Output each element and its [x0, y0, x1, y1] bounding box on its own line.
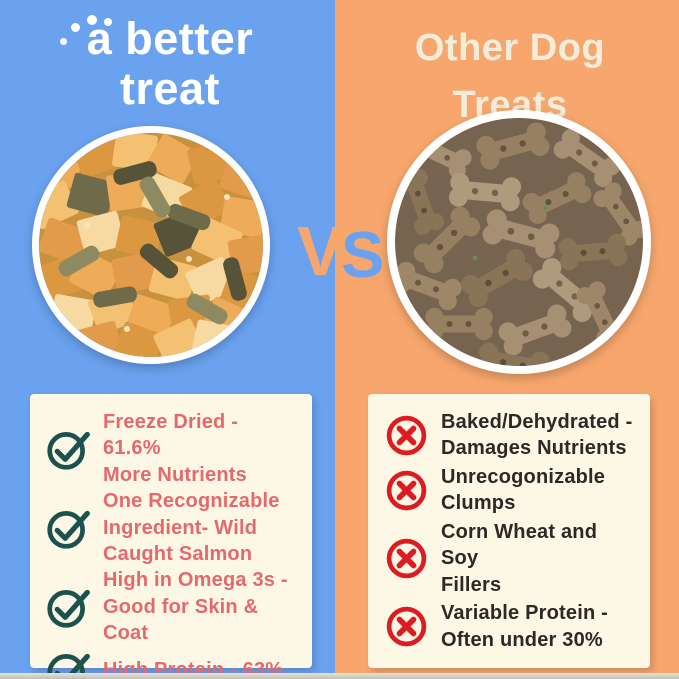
- vs-label-s: S: [341, 218, 385, 291]
- paw-icon: [87, 15, 97, 25]
- cross-icon: [383, 412, 430, 459]
- bottom-border-strip: [0, 673, 679, 679]
- brand-title: a better treat: [30, 13, 310, 115]
- drawback-item: Baked/Dehydrated - Damages Nutrients: [383, 409, 638, 462]
- brand-title-line2: treat: [119, 63, 221, 115]
- check-icon: [45, 583, 92, 630]
- check-icon: [45, 425, 92, 472]
- biscuits-photo-circle: [387, 110, 651, 374]
- benefit-text: High in Omega 3s - Good for Skin & Coat: [103, 569, 288, 645]
- drawback-item: Unrecogonizable Clumps: [383, 464, 638, 517]
- paw-icon: [71, 23, 80, 32]
- other-title-line1: Other Dog: [414, 27, 606, 69]
- paw-icon: [104, 18, 112, 26]
- drawback-text: Unrecogonizable Clumps: [441, 465, 606, 515]
- benefit-text: Freeze Dried - 61.6% More Nutrients: [103, 411, 247, 486]
- dog-biscuits-photo: [395, 118, 643, 366]
- cross-icon: [383, 603, 430, 650]
- check-icon: [45, 504, 92, 551]
- benefit-item: One Recognizable Ingredient- Wild Caught…: [45, 488, 300, 567]
- drawback-item: Variable Protein - Often under 30%: [383, 600, 638, 653]
- drawback-item: Corn Wheat and Soy Fillers: [383, 519, 638, 598]
- salmon-photo-circle: [32, 126, 270, 364]
- benefit-item: High in Omega 3s - Good for Skin & Coat: [45, 567, 300, 646]
- freeze-dried-salmon-photo: [39, 133, 263, 357]
- benefits-panel: Freeze Dried - 61.6% More Nutrients One …: [30, 394, 312, 679]
- paw-icon: [60, 38, 67, 45]
- benefit-text: One Recognizable Ingredient- Wild Caught…: [103, 490, 280, 565]
- drawback-text: Baked/Dehydrated - Damages Nutrients: [441, 411, 633, 460]
- drawback-text: Corn Wheat and Soy Fillers: [441, 520, 598, 596]
- drawback-text: Variable Protein - Often under 30%: [441, 602, 608, 651]
- drawbacks-panel: Baked/Dehydrated - Damages Nutrients Unr…: [368, 394, 650, 668]
- brand-title-line1: a better: [86, 13, 254, 64]
- cross-icon: [383, 535, 430, 582]
- benefit-item: Freeze Dried - 61.6% More Nutrients: [45, 409, 300, 488]
- vs-label-v: V: [297, 212, 344, 290]
- cross-icon: [383, 467, 430, 514]
